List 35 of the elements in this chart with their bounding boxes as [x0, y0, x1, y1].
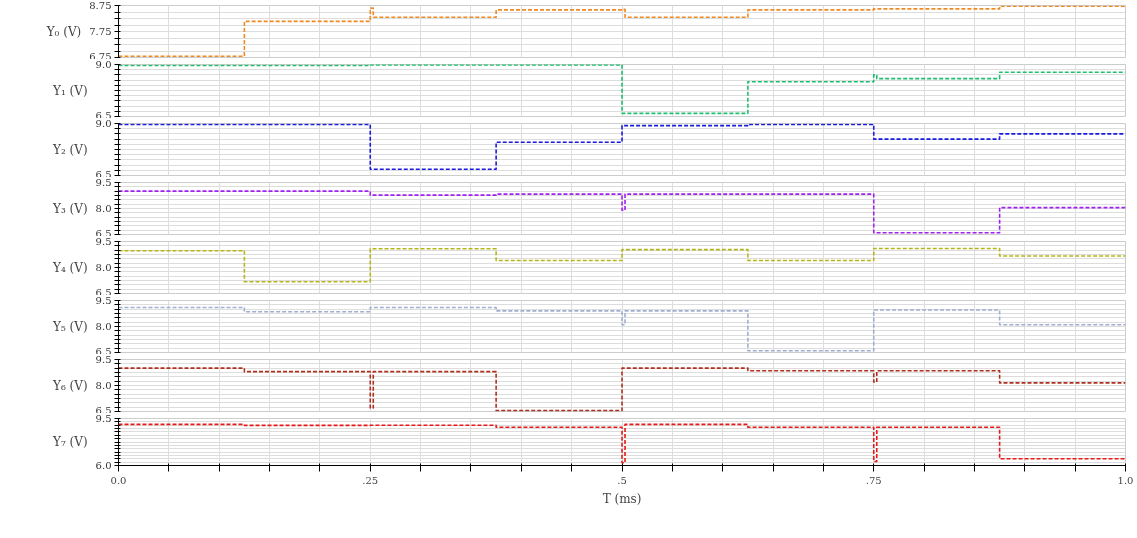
x-tick-label: 1.0 [1117, 474, 1134, 486]
y-axis-title: Y₆ (V) [52, 378, 88, 393]
y-axis-title: Y₂ (V) [52, 142, 88, 157]
y-tick-label: 9.5 [95, 236, 112, 247]
y-tick-label: 9.5 [95, 413, 112, 424]
y-tick-label: 6.5 [95, 227, 112, 239]
y-tick-label: 8.0 [95, 203, 112, 214]
y-axis-title: Y₁ (V) [52, 83, 88, 98]
x-tick-label: 0.0 [110, 474, 127, 486]
y-tick-label: 8.0 [95, 321, 112, 332]
x-axis-title: T (ms) [602, 491, 642, 506]
y-tick-label: 7.75 [89, 26, 112, 37]
y-tick-label: 6.5 [95, 168, 112, 180]
y-tick-label: 8.0 [95, 380, 112, 391]
y-tick-label: 6.75 [89, 50, 112, 62]
y-axis-title: Y₇ (V) [52, 435, 88, 449]
y-tick-label: 8.75 [89, 0, 112, 11]
y-tick-label: 6.5 [95, 109, 112, 121]
x-tick-label: .25 [362, 474, 379, 486]
y-tick-label: 9.5 [95, 177, 112, 188]
y-tick-label: 6.5 [95, 404, 112, 416]
y-tick-label: 9.5 [95, 354, 112, 365]
x-tick-label: .75 [865, 474, 882, 486]
y-tick-label: 8.0 [95, 262, 112, 273]
y-tick-label: 6.5 [95, 286, 112, 298]
y-axis-title: Y₅ (V) [52, 319, 88, 334]
y-tick-label: 9.0 [95, 118, 112, 129]
y-axis-title: Y₃ (V) [52, 201, 88, 216]
y-tick-label: 9.0 [95, 59, 112, 70]
y-axis-title: Y₄ (V) [52, 260, 88, 275]
y-tick-label: 9.5 [95, 295, 112, 306]
y-tick-label: 6.0 [95, 460, 112, 471]
y-axis-title: Y₀ (V) [45, 24, 82, 39]
y-tick-label: 6.5 [95, 345, 112, 357]
x-tick-label: .5 [617, 474, 627, 486]
